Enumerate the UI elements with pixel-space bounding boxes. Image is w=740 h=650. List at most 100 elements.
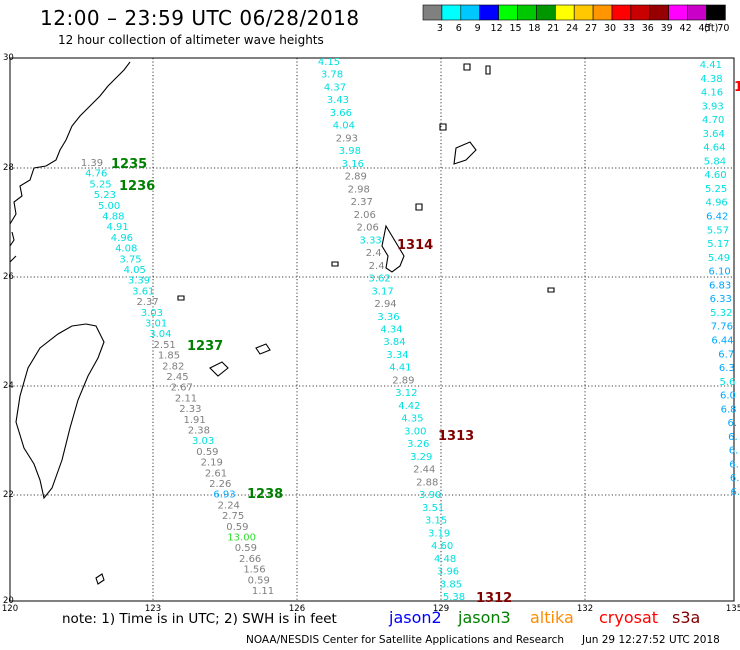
wave-height-value: 1.91: [183, 415, 205, 426]
wave-height-value: 0.59: [235, 543, 257, 554]
wave-height-value: 2.24: [218, 500, 240, 511]
map-subtitle: 12 hour collection of altimeter wave hei…: [58, 33, 324, 47]
miyako-islands: [209, 361, 229, 377]
wave-height-value: 4.41: [700, 60, 722, 71]
wave-height-value: 4.96: [111, 233, 133, 244]
wave-height-value: 3.01: [145, 319, 167, 330]
wave-height-value: 5.25: [705, 184, 727, 195]
track-pass-label: 1236: [119, 179, 155, 194]
color-legend: 3 6 9 12 15 18 21 24 27 30 33 36 39 42 45 70: [422, 4, 729, 34]
wave-height-value: 0.59: [196, 447, 218, 458]
wave-height-value: 1.39: [81, 158, 103, 169]
map-title: 12:00 – 23:59 UTC 06/28/2018: [40, 6, 360, 30]
ryukyu-okinawa: [381, 224, 405, 273]
wave-height-value: 3.84: [383, 337, 405, 348]
wave-height-value: 3.93: [701, 101, 723, 112]
wave-height-value: 6.93: [213, 490, 235, 501]
track-pass-label: 1237: [187, 339, 223, 354]
longitude-label: 132: [577, 604, 593, 614]
wave-height-value: 2.61: [205, 468, 227, 479]
islet-8: [95, 573, 105, 585]
wave-height-value: 4.91: [107, 222, 129, 233]
legend-swatch: [706, 4, 726, 21]
wave-height-value: 3.98: [339, 146, 361, 157]
wave-height-value: 2.37: [351, 197, 373, 208]
legend-swatch: [536, 4, 556, 21]
wave-height-value: 7.76: [711, 322, 733, 333]
generated-timestamp: Jun 29 12:27:52 UTC 2018: [582, 634, 720, 646]
wave-height-value: 1.11: [252, 586, 274, 597]
legend-bin-label: 39: [661, 23, 673, 34]
wave-height-value: 0.59: [226, 522, 248, 533]
track-number-labels: 1235 1236 1237 1238 1314 1313 1312 1: [111, 80, 740, 606]
track-pass-label: 1: [734, 80, 740, 95]
credit-line: NOAA/NESDIS Center for Satellite Applica…: [246, 634, 564, 646]
wave-height-value: 2.67: [171, 383, 193, 394]
altimeter-tracks: 1.394.765.255.235.004.884.914.964.083.75…: [81, 57, 740, 603]
wave-height-value: 4.35: [401, 414, 423, 425]
latitude-label: 20: [3, 596, 14, 606]
wave-height-value: 3.66: [330, 108, 352, 119]
track-pass-label: 1313: [438, 429, 474, 444]
wave-height-value: 2.19: [201, 458, 223, 469]
latitude-label: 30: [3, 53, 14, 63]
satellite-altika: altika: [530, 608, 574, 627]
islet-6: [547, 287, 555, 293]
wave-height-value: 6.: [729, 459, 739, 470]
latitude-label: 22: [3, 490, 14, 500]
wave-height-value: 5.17: [707, 239, 729, 250]
wave-height-value: 2.88: [416, 477, 438, 488]
wave-height-value: 2.82: [162, 361, 184, 372]
wave-height-value: 3.62: [368, 274, 390, 285]
legend-swatch: [479, 4, 499, 21]
longitude-label: 129: [433, 604, 449, 614]
wave-height-value: 5.57: [707, 225, 729, 236]
wave-height-value: 3.90: [419, 490, 441, 501]
yaeyama-islands: [255, 343, 271, 355]
legend-swatch: [611, 4, 632, 21]
wave-height-value: 4.48: [434, 554, 456, 565]
taiwan-island: [15, 323, 105, 500]
wave-height-value: 6.42: [706, 212, 728, 223]
legend-bin-label: 15: [509, 23, 521, 34]
wave-height-value: 3.36: [377, 312, 399, 323]
legend-bin-label: 33: [623, 23, 635, 34]
wave-height-value: 3.04: [149, 329, 171, 340]
wave-height-value: 2.45: [166, 372, 188, 383]
track-pass-label: 1314: [397, 238, 433, 253]
wave-height-value: 2.94: [374, 299, 396, 310]
plot-frame: [9, 57, 735, 602]
satellite-jason2: jason2: [389, 608, 442, 627]
wave-height-value: 13.00: [227, 533, 256, 544]
wave-height-value: 3.51: [422, 503, 444, 514]
wave-height-value: 2.37: [136, 297, 158, 308]
wave-height-value: 2.98: [348, 184, 370, 195]
wave-height-value: 5.25: [89, 179, 111, 190]
legend-bin-label: 42: [680, 23, 692, 34]
legend-swatch: [649, 4, 669, 21]
legend-swatch: [592, 4, 613, 21]
islet-5: [485, 65, 491, 75]
wave-height-value: 3.78: [321, 70, 343, 81]
wave-height-value: 2.89: [345, 172, 367, 183]
legend-swatch: [422, 4, 443, 21]
wave-height-value: 2.38: [188, 426, 210, 437]
wave-height-value: 3.61: [132, 286, 154, 297]
wave-height-value: 4.42: [398, 401, 420, 412]
wave-height-value: 5.6: [719, 377, 735, 388]
wave-height-value: 6.: [728, 418, 738, 429]
wave-height-value: 4.88: [102, 212, 124, 223]
amami-oshima: [453, 141, 477, 165]
track-pass-label: 1235: [111, 157, 147, 172]
islet-3: [439, 123, 447, 131]
wave-height-value: 3.00: [404, 426, 426, 437]
longitude-label: 123: [145, 604, 161, 614]
wave-height-value: 6.83: [709, 280, 731, 291]
wave-height-value: 5.00: [98, 201, 120, 212]
wave-height-value: 3.17: [371, 286, 393, 297]
legend-bin-label: 6: [456, 23, 462, 34]
wave-height-value: 3.33: [360, 235, 382, 246]
wave-height-value: 2.06: [354, 210, 376, 221]
wave-height-value: 5.49: [708, 253, 730, 264]
